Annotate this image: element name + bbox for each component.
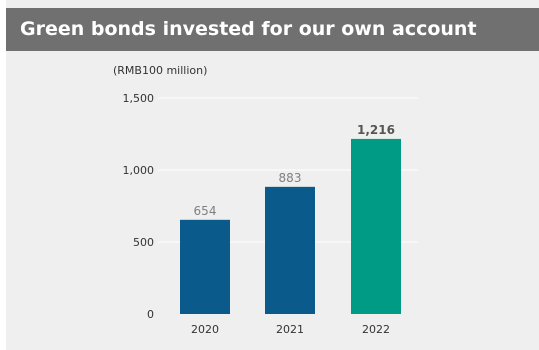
unit-label: (RMB100 million)	[113, 64, 208, 77]
data-label: 1,216	[357, 123, 395, 137]
bar-2020	[180, 219, 230, 314]
bar-2021	[265, 186, 315, 314]
data-label: 654	[194, 204, 217, 218]
x-tick-label: 2021	[276, 323, 304, 336]
y-tick-label: 0	[147, 308, 154, 321]
x-tick-label: 2022	[362, 323, 390, 336]
x-tick-label: 2020	[191, 323, 219, 336]
data-label: 883	[279, 171, 302, 185]
y-tick-label: 1,000	[123, 164, 155, 177]
y-tick-label: 1,500	[123, 92, 155, 105]
y-tick-label: 500	[133, 236, 154, 249]
chart-title: Green bonds invested for our own account	[6, 8, 539, 51]
bar-2022	[351, 138, 401, 314]
